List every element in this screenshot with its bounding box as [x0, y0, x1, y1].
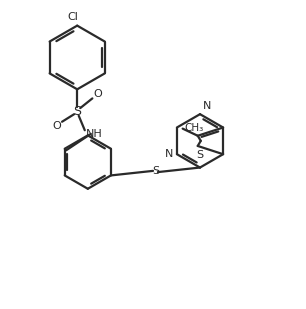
- Text: O: O: [93, 89, 102, 99]
- Text: S: S: [196, 150, 204, 160]
- Text: N: N: [203, 101, 211, 111]
- Text: Cl: Cl: [67, 12, 78, 22]
- Text: S: S: [73, 105, 81, 118]
- Text: S: S: [152, 167, 159, 176]
- Text: CH₃: CH₃: [184, 123, 203, 133]
- Text: NH: NH: [86, 129, 103, 139]
- Text: O: O: [53, 121, 61, 131]
- Text: N: N: [165, 149, 173, 159]
